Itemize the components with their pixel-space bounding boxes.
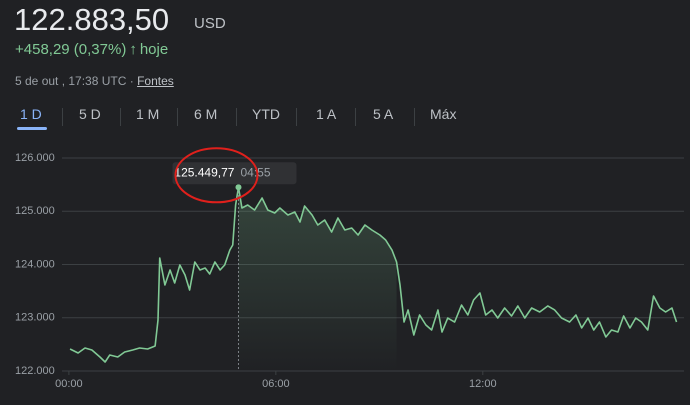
sources-link[interactable]: Fontes (137, 74, 174, 88)
range-tab[interactable]: Máx (430, 106, 457, 122)
y-tick-label: 125.000 (15, 205, 55, 217)
highlight-circle (174, 147, 259, 204)
hover-point (235, 184, 242, 191)
range-tab[interactable]: 1 D (20, 106, 42, 122)
tab-separator (355, 108, 356, 126)
y-tick-label: 123.000 (15, 312, 55, 324)
tooltip: 125.449,77 04:55 (172, 162, 297, 185)
price-line (69, 186, 678, 363)
selection-area (238, 187, 397, 371)
range-tab[interactable]: 1 M (136, 106, 160, 122)
tooltip-value: 125.449,77 (174, 165, 234, 179)
tab-separator (120, 108, 121, 126)
price: 122.883,50 (14, 2, 170, 37)
tab-separator (177, 108, 178, 126)
tooltip-time: 04:55 (240, 165, 270, 179)
tab-separator (236, 108, 237, 126)
timestamp: 5 de out , 17:38 UTC · (15, 74, 134, 88)
x-tick-label: 00:00 (55, 378, 83, 390)
period: hoje (139, 41, 169, 58)
tab-separator (62, 108, 63, 126)
range-tab[interactable]: 6 M (194, 106, 218, 122)
range-tab[interactable]: 1 A (316, 106, 337, 122)
meta-row: 5 de out , 17:38 UTC · Fontes (15, 74, 174, 88)
arrow: ↑ (129, 41, 137, 58)
change: +458,29 (0,37%) (15, 41, 127, 58)
tab-separator (296, 108, 297, 126)
currency: USD (194, 15, 226, 32)
range-tab[interactable]: 5 A (373, 106, 394, 122)
y-tick-label: 122.000 (15, 365, 55, 377)
range-tab[interactable]: YTD (252, 106, 280, 122)
change-row: +458,29 (0,37%) ↑ hoje (15, 41, 171, 58)
tooltip-box (172, 162, 297, 185)
y-tick-label: 124.000 (15, 258, 55, 270)
active-tab-indicator (17, 127, 47, 130)
x-tick-label: 06:00 (262, 378, 290, 390)
range-tab[interactable]: 5 D (79, 106, 101, 122)
y-tick-label: 126.000 (15, 152, 55, 164)
range-tabs: 1 D 5 D 1 M 6 M YTD 1 A 5 A Máx (0, 106, 690, 132)
tab-separator (414, 108, 415, 126)
x-tick-label: 12:00 (469, 378, 497, 390)
